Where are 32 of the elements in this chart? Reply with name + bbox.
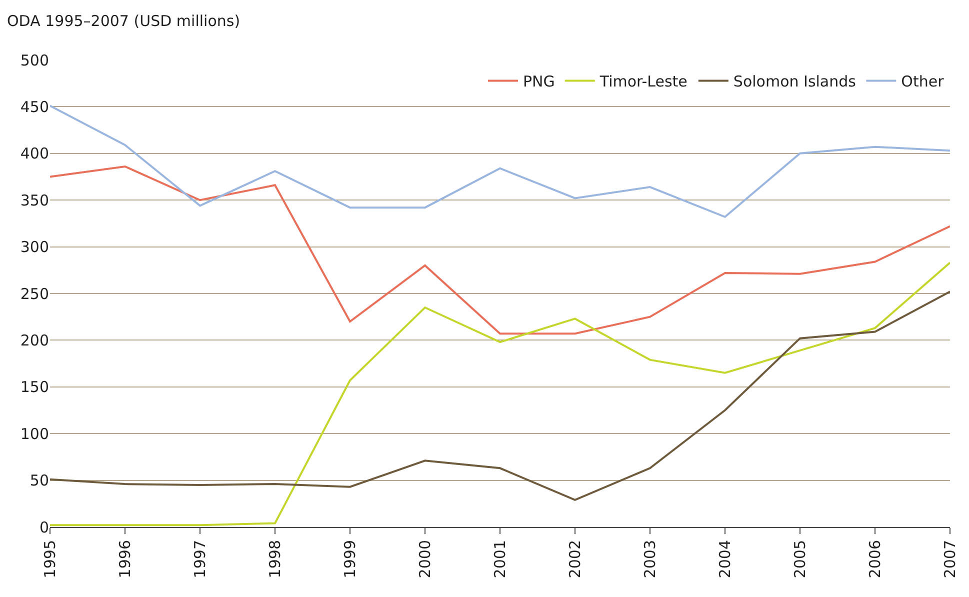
y-tick-label: 100	[20, 424, 49, 443]
y-tick-label: 250	[20, 284, 49, 303]
line-series	[50, 290, 950, 501]
line-series	[50, 104, 950, 218]
x-tick-label: 2000	[416, 540, 434, 578]
y-tick-label: 200	[20, 331, 49, 350]
x-tick-label: 2004	[716, 540, 734, 578]
y-tick-label: 500	[20, 51, 49, 70]
y-tick-label: 50	[30, 472, 49, 490]
x-tick-label: 2006	[866, 540, 884, 578]
line-series	[50, 165, 950, 335]
y-tick-label: 450	[20, 98, 49, 116]
x-tick-label: 2001	[490, 540, 509, 578]
x-tick-label: 2003	[640, 540, 659, 578]
x-tick-label: 2005	[790, 540, 809, 578]
y-axis-title: ODA 1995–2007 (USD millions)	[7, 12, 240, 30]
y-tick-label: 300	[20, 238, 49, 256]
x-tick-label: 1997	[190, 540, 209, 578]
x-tick-label: 1999	[340, 540, 359, 578]
x-tick-label: 1998	[266, 540, 284, 578]
y-tick-label: 150	[20, 378, 49, 396]
x-tick-label: 2002	[566, 540, 584, 578]
y-tick-label: 350	[20, 191, 49, 210]
y-tick-label: 0	[39, 518, 49, 536]
x-tick-label: 1996	[116, 540, 134, 578]
legend-label: PNG	[523, 72, 555, 91]
x-tick-label: 2007	[940, 540, 959, 578]
legend-label: Other	[901, 72, 945, 91]
x-tick-label: 1995	[40, 540, 59, 578]
legend-label: Timor-Leste	[598, 72, 688, 91]
y-tick-label: 400	[20, 144, 49, 163]
legend-label: Solomon Islands	[733, 72, 856, 91]
